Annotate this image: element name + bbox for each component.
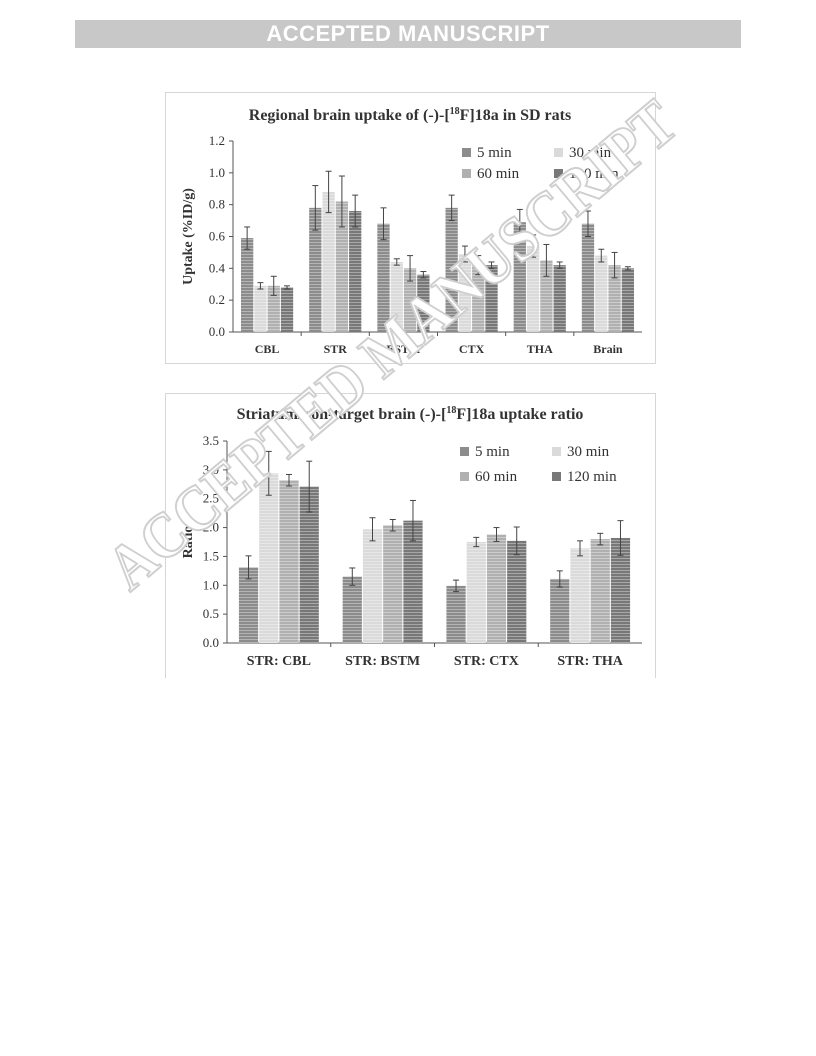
legend-swatch	[462, 148, 471, 157]
bar	[390, 261, 403, 332]
bar	[595, 255, 608, 332]
bar	[254, 285, 267, 332]
chart-title-superscript: 18	[450, 106, 460, 117]
bar	[377, 223, 390, 332]
y-axis-label: Ratio	[181, 526, 196, 559]
accepted-manuscript-banner: ACCEPTED MANUSCRIPT	[75, 20, 741, 48]
legend-label: 60 min	[475, 469, 518, 485]
chart-title-prefix: Regional brain uptake of (-)-[	[249, 107, 450, 124]
bar	[240, 238, 254, 332]
legend-label: 5 min	[477, 145, 512, 161]
bar	[362, 529, 383, 643]
y-tick-label: 0.2	[209, 292, 225, 307]
bar	[590, 539, 610, 643]
bar	[486, 534, 507, 643]
bar	[570, 548, 590, 643]
legend-swatch	[460, 472, 469, 481]
bar	[458, 254, 472, 332]
bar	[507, 540, 527, 643]
y-tick-label: 0.5	[203, 606, 219, 621]
bar	[403, 520, 423, 643]
bar	[383, 525, 403, 643]
x-category-label: STR: BSTM	[345, 654, 420, 669]
legend-swatch	[462, 169, 471, 178]
bar	[403, 268, 417, 332]
x-category-label: CTX	[459, 342, 485, 356]
y-tick-label: 3.5	[203, 433, 219, 448]
chart-title-suffix: F]18a uptake ratio	[456, 406, 583, 423]
x-category-label: CBL	[255, 342, 280, 356]
bar	[279, 480, 299, 643]
legend-swatch	[554, 169, 563, 178]
bar	[342, 576, 362, 643]
legend-label: 120 min	[567, 469, 617, 485]
bar	[608, 265, 621, 332]
chart-title-superscript: 18	[446, 405, 456, 416]
bar	[280, 287, 294, 332]
chart-title-suffix: F]18a in SD rats	[460, 107, 572, 124]
y-tick-label: 0.0	[203, 635, 219, 650]
legend-swatch	[552, 447, 561, 456]
bar	[621, 268, 635, 332]
legend-swatch	[460, 447, 469, 456]
uptake-ratio-chart: Striatum/non-target brain (-)-[18F]18a u…	[165, 393, 656, 678]
y-tick-label: 1.2	[209, 133, 225, 148]
bar	[610, 537, 631, 643]
legend-label: 120 min	[569, 166, 619, 182]
x-category-label: THA	[527, 342, 553, 356]
y-axis-label: Uptake (%ID/g)	[181, 188, 196, 285]
legend-swatch	[554, 148, 563, 157]
y-tick-label: 0.8	[209, 197, 225, 212]
bar	[299, 486, 319, 643]
legend-swatch	[552, 472, 561, 481]
y-tick-label: 0.0	[209, 324, 225, 339]
bar	[446, 585, 466, 643]
bar	[322, 191, 335, 332]
x-category-label: STR: CBL	[247, 654, 311, 669]
regional-uptake-chart: Regional brain uptake of (-)-[18F]18a in…	[165, 92, 656, 364]
uptake-ratio-chart-svg: Striatum/non-target brain (-)-[18F]18a u…	[181, 405, 642, 669]
bar	[309, 207, 322, 332]
y-tick-label: 2.5	[203, 491, 219, 506]
x-category-label: BSTM	[386, 342, 420, 356]
x-category-label: STR: CTX	[454, 654, 519, 669]
y-tick-label: 1.0	[203, 577, 219, 592]
bar	[349, 211, 362, 332]
x-category-label: Brain	[593, 342, 623, 356]
y-tick-label: 1.0	[209, 165, 225, 180]
y-tick-label: 0.4	[209, 260, 226, 275]
regional-uptake-chart-svg: Regional brain uptake of (-)-[18F]18a in…	[181, 106, 642, 356]
x-category-label: STR	[324, 342, 348, 356]
y-tick-label: 2.0	[203, 520, 219, 535]
bar	[259, 473, 279, 643]
legend-label: 5 min	[475, 444, 510, 460]
bar	[238, 567, 259, 643]
legend-label: 30 min	[567, 444, 610, 460]
chart-title: Regional brain uptake of (-)-[18F]18a in…	[249, 106, 571, 124]
bar	[335, 201, 349, 332]
y-tick-label: 1.5	[203, 548, 219, 563]
bar	[540, 260, 553, 332]
bar	[472, 265, 485, 332]
bar	[513, 222, 526, 332]
legend-label: 30 min	[569, 145, 612, 161]
y-tick-label: 0.6	[209, 229, 226, 244]
chart-title-prefix: Striatum/non-target brain (-)-[	[237, 406, 447, 423]
bar	[526, 246, 540, 332]
bar	[550, 578, 570, 643]
bar	[553, 265, 566, 332]
legend-label: 60 min	[477, 166, 520, 182]
bar	[466, 542, 486, 643]
chart-title: Striatum/non-target brain (-)-[18F]18a u…	[237, 405, 584, 423]
bar	[581, 223, 595, 332]
bar	[417, 274, 430, 332]
y-tick-label: 3.0	[203, 462, 219, 477]
bar	[267, 285, 280, 332]
bar	[485, 265, 498, 332]
bar	[445, 207, 458, 332]
x-category-label: STR: THA	[557, 654, 623, 669]
